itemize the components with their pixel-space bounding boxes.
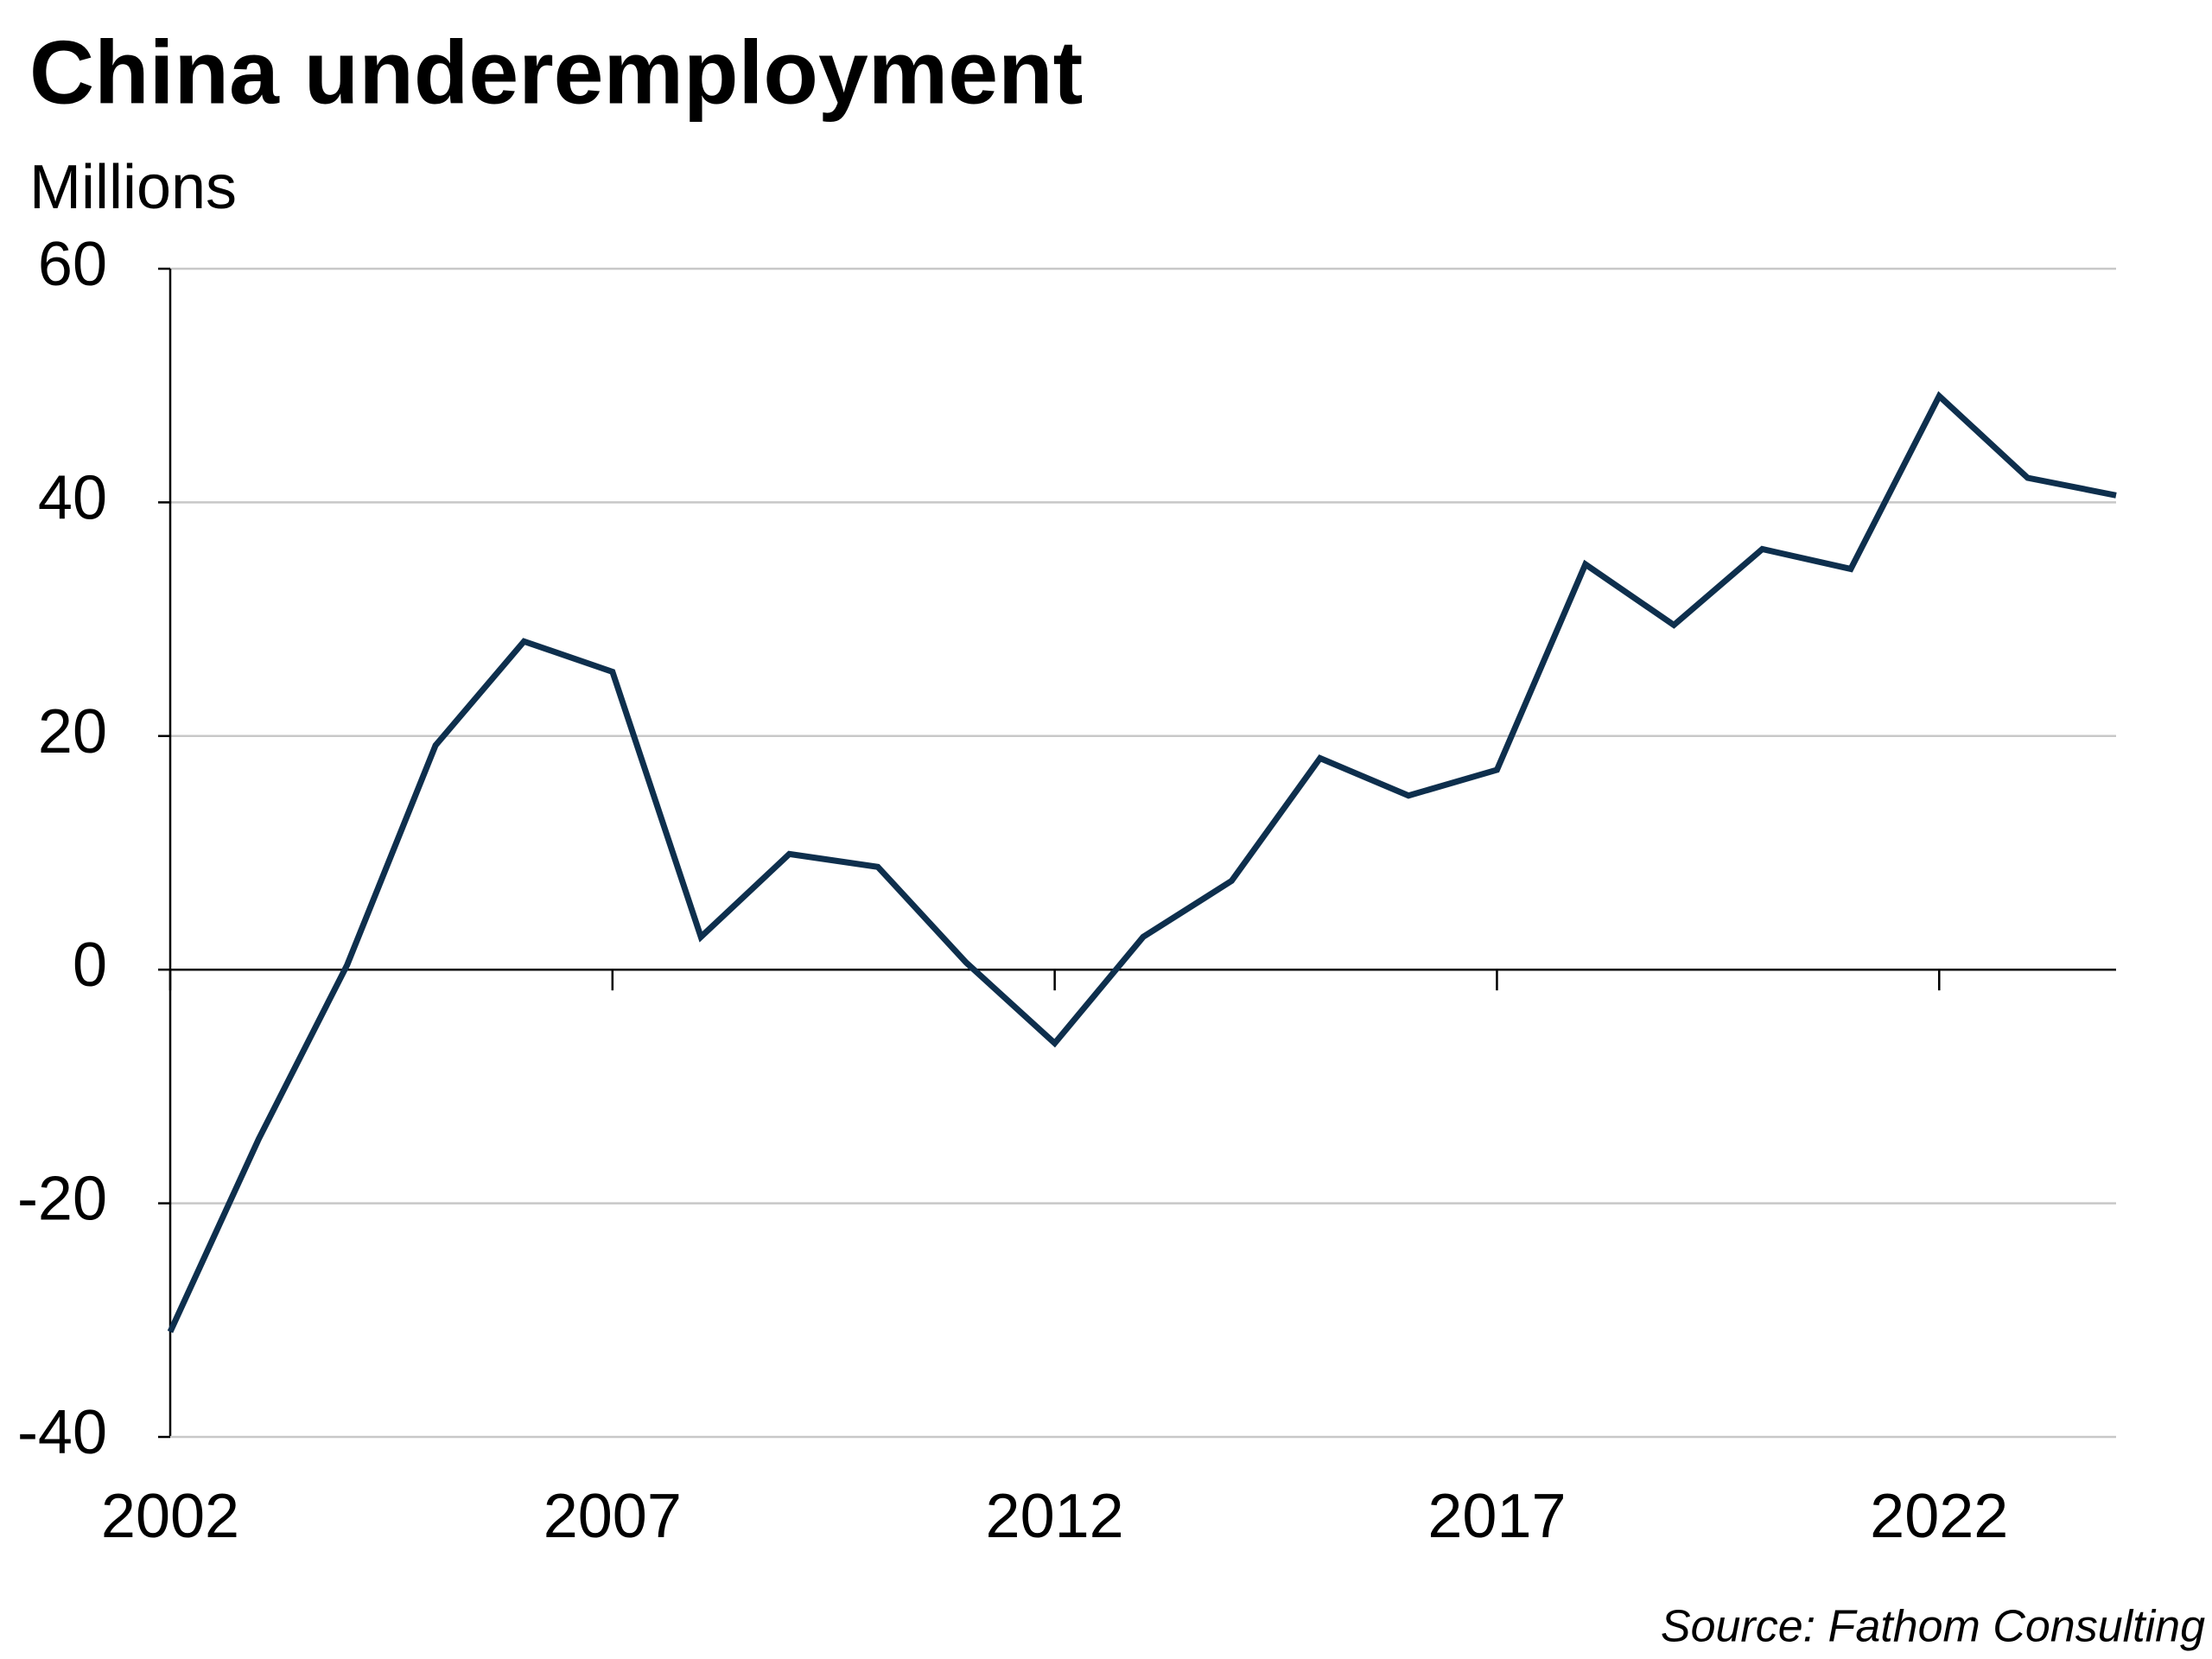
x-tick-label: 2012: [986, 1482, 1124, 1551]
chart-title: China underemployment: [29, 22, 1083, 123]
y-axis-unit: Millions: [29, 153, 237, 222]
x-tick-label: 2022: [1870, 1482, 2008, 1551]
source-note: Source: Fathom Consulting: [1661, 1602, 2205, 1652]
x-tick-label: 2007: [543, 1482, 682, 1551]
y-tick-label: 60: [38, 230, 107, 299]
y-tick-label: 40: [38, 463, 107, 532]
y-tick-label: 20: [38, 697, 107, 766]
x-tick-label: 2002: [101, 1482, 239, 1551]
y-tick-label: -40: [17, 1398, 107, 1467]
y-tick-label: -20: [17, 1165, 107, 1234]
data-line: [167, 391, 2117, 1333]
x-tick-label: 2017: [1427, 1482, 1566, 1551]
y-tick-label: 0: [73, 931, 107, 1000]
